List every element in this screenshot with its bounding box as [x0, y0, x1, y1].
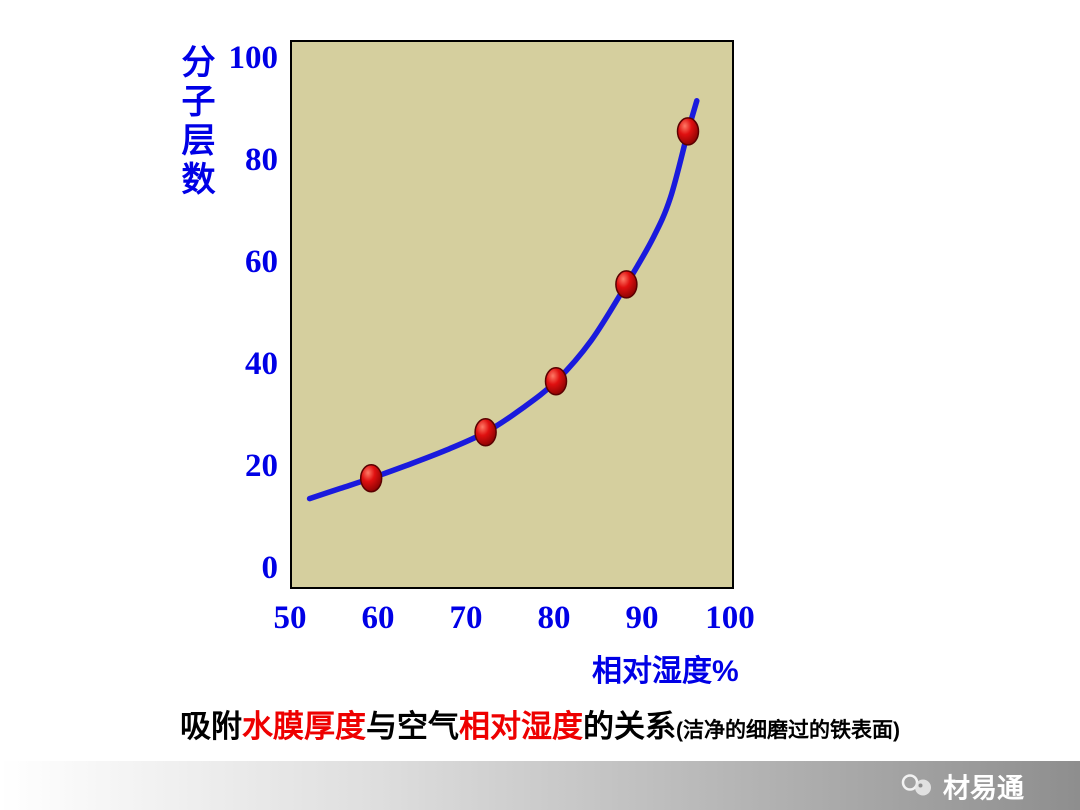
- data-point: [359, 463, 383, 493]
- watermark-logo-icon: [900, 772, 936, 800]
- y-tick-label: 100: [228, 40, 279, 76]
- title-segment: 的关系: [583, 709, 676, 744]
- title-segment: 水膜厚度: [242, 709, 366, 744]
- title-segment: 相对湿度: [459, 709, 583, 744]
- title-segment: (洁净的细磨过的铁表面): [676, 719, 900, 742]
- chart-title: 吸附 水膜厚度 与空气 相对湿度 的关系 (洁净的细磨过的铁表面): [0, 701, 1080, 746]
- y-tick-label: 20: [245, 448, 278, 484]
- x-tick-label: 70: [449, 600, 483, 636]
- data-curve: [306, 98, 700, 502]
- y-tick-label: 80: [245, 142, 278, 178]
- title-segment: 吸附: [180, 709, 242, 744]
- data-point: [615, 270, 638, 299]
- x-tick-label: 80: [537, 600, 571, 636]
- data-points-group: [359, 117, 700, 493]
- y-tick-label: 60: [245, 244, 278, 280]
- y-tick-label: 40: [245, 346, 278, 382]
- x-tick-label: 90: [625, 600, 659, 636]
- data-point: [676, 117, 700, 146]
- data-point: [544, 367, 568, 396]
- plot-canvas: [306, 98, 700, 502]
- x-tick-label: 100: [705, 600, 755, 636]
- x-tick-label: 60: [361, 600, 395, 636]
- footer-bar: 材易通: [0, 761, 1080, 810]
- x-tick-label: 50: [273, 600, 307, 636]
- x-axis-title: 相对湿度%: [592, 655, 739, 688]
- plot-area: [290, 40, 734, 589]
- watermark: 材易通: [900, 766, 1024, 805]
- watermark-text: 材易通: [943, 773, 1024, 803]
- y-tick-label: 0: [261, 550, 279, 586]
- title-segment: 与空气: [366, 709, 459, 744]
- data-point: [474, 418, 497, 447]
- y-axis-title: 分子层数: [176, 44, 214, 200]
